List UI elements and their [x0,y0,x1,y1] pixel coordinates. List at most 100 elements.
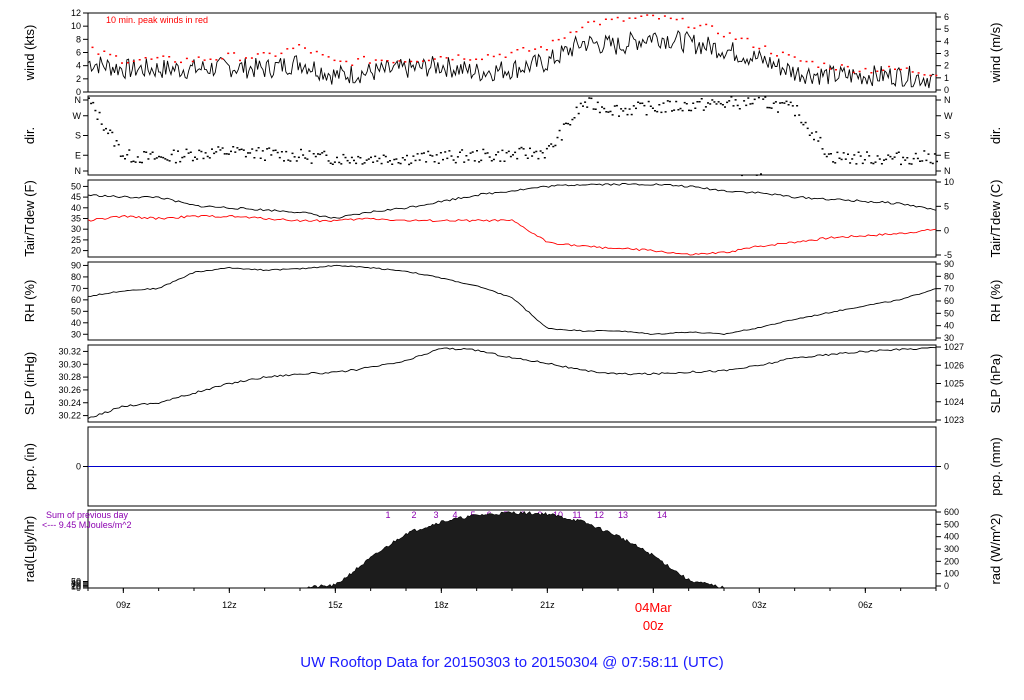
wind-peak-point [91,46,94,49]
wind-peak-point [758,47,761,50]
dir-point [486,152,489,154]
ytick-left-label: 0 [76,462,81,472]
wind-peak-point [504,56,507,58]
dir-point [868,155,871,157]
dir-point [187,152,190,154]
dir-point [645,114,648,116]
dir-point [637,101,640,103]
rad-hour-label: 2 [411,510,416,520]
dir-point [261,150,264,152]
dir-point [219,149,222,151]
wind-peak-point [888,65,891,68]
wind-peak-point [728,32,731,34]
ytick-left-label: 10 [71,582,81,592]
wind-peak-point [663,15,666,17]
dir-point [325,154,328,156]
ytick-right-label: 0 [944,85,949,95]
dir-point [817,140,820,142]
dir-point [302,154,305,156]
wind-peak-point [138,59,141,61]
dir-point [688,109,690,112]
dir-point [463,161,466,163]
wind-peak-point [799,60,802,62]
dir-point [181,156,184,159]
dir-point [202,157,205,160]
dir-point [376,160,379,162]
dir-point [338,161,341,164]
wind-peak-point [858,70,861,73]
dir-point [223,153,226,155]
wind-peak-point [829,68,832,70]
dir-point [130,161,133,163]
dir-point [779,102,782,104]
dir-point [446,157,449,160]
panel-temperature-frame [87,179,937,258]
dir-point [423,152,425,154]
wind-peak-point [681,17,684,20]
rad-hour-label: 11 [572,510,581,520]
wind-peak-point [899,68,902,71]
dir-point [149,153,152,155]
ytick-right-label: 500 [944,519,959,529]
dir-point [728,100,731,102]
wind-peak-point [876,70,879,72]
dir-point [747,97,750,99]
panel-precip: pcp. (in) pcp. (mm) 0 0 [22,426,1003,507]
dir-point [711,99,714,101]
wind-peak-point [846,65,849,68]
dir-point [762,98,765,100]
wind-peak-point [528,50,531,52]
ytick-right-label: 5 [944,201,949,211]
dir-point [230,150,232,153]
ytick-right-label: 3 [944,49,949,59]
dir-point [825,155,828,158]
dir-point [268,147,271,149]
dir-point [321,152,324,154]
ytick-left-label: 50 [71,306,81,316]
ytick-left-label: 2 [76,74,81,84]
dir-point [285,150,288,153]
dir-point [620,108,623,110]
dir-point [787,104,790,106]
dir-point [743,100,746,102]
dir-point [211,148,213,150]
dir-point [340,163,343,165]
dir-point [274,149,277,151]
wind-peak-point [427,59,430,62]
dir-point [724,106,726,108]
rad-hour-label: 12 [594,510,604,520]
dir-point [361,163,364,165]
ytick-left-label: 30.22 [58,411,81,421]
dir-point [813,138,815,141]
dir-point [904,159,907,161]
dir-point [819,136,822,139]
dir-point [660,111,663,114]
wind-peak-point [675,18,678,21]
dir-point [649,105,652,107]
dir-point [227,153,230,155]
wind-peak-point [492,55,495,58]
wind-peak-point [156,56,159,59]
wind-peak-point [764,45,767,47]
dir-point [851,158,854,160]
dir-point [431,155,434,157]
dir-point [796,105,799,107]
dir-point [628,108,631,110]
wind-peak-point [711,25,714,27]
dir-point [567,122,570,125]
wind-peak-point [776,55,778,57]
wind-peak-point [687,26,690,29]
wind-peak-point [734,38,737,40]
wind-peak-point [439,56,442,58]
dir-point [308,150,311,152]
wind-peak-point [911,71,914,73]
dir-point [806,127,809,130]
wind-peak-point [180,61,182,64]
ylabel-left-rh: RH (%) [22,280,37,323]
wind-peak-point [575,31,578,33]
dir-point [444,151,447,153]
dir-point [766,106,769,109]
